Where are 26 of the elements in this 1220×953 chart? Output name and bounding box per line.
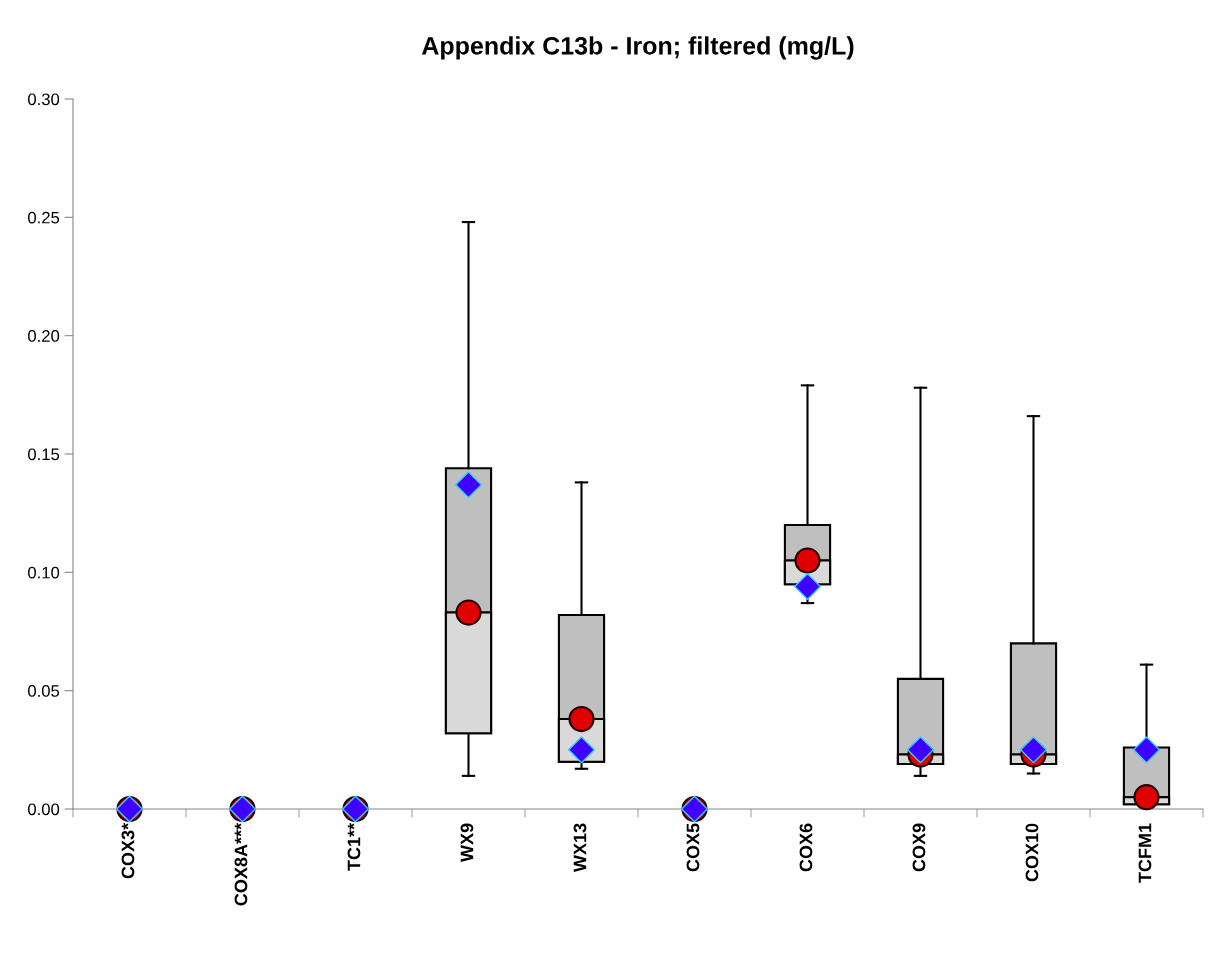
x-tick-label: TCFM1 — [1138, 823, 1152, 883]
x-tick-label: TC1** — [347, 822, 361, 871]
point — [455, 471, 482, 499]
y-tick-label: 0.15 — [28, 448, 60, 461]
x-tick-label: COX8A*** — [234, 822, 248, 906]
y-tick-label: 0.20 — [28, 330, 60, 342]
point — [568, 706, 595, 733]
x-tick-label: COX5 — [686, 823, 700, 872]
point — [794, 573, 821, 601]
point — [1020, 736, 1047, 764]
y-tick-label: 0.25 — [28, 211, 60, 224]
point — [907, 736, 934, 764]
x-tick-label: COX3* — [121, 822, 135, 879]
point — [455, 599, 482, 626]
point — [1133, 736, 1160, 764]
x-tick-label: WX9 — [460, 823, 474, 862]
y-tick-label: 0.05 — [28, 685, 60, 697]
x-tick-label: COX9 — [912, 823, 926, 872]
chart-title: Appendix C13b - Iron; filtered (mg/L) — [421, 36, 854, 60]
x-tick-label: WX13 — [573, 823, 587, 873]
point — [1133, 784, 1160, 811]
y-tick-label: 0.30 — [28, 93, 60, 106]
y-tick-label: 0.00 — [28, 803, 60, 816]
x-tick-label: COX10 — [1025, 823, 1039, 882]
x-tick-label: COX6 — [799, 823, 813, 872]
y-tick-label: 0.10 — [28, 566, 60, 579]
